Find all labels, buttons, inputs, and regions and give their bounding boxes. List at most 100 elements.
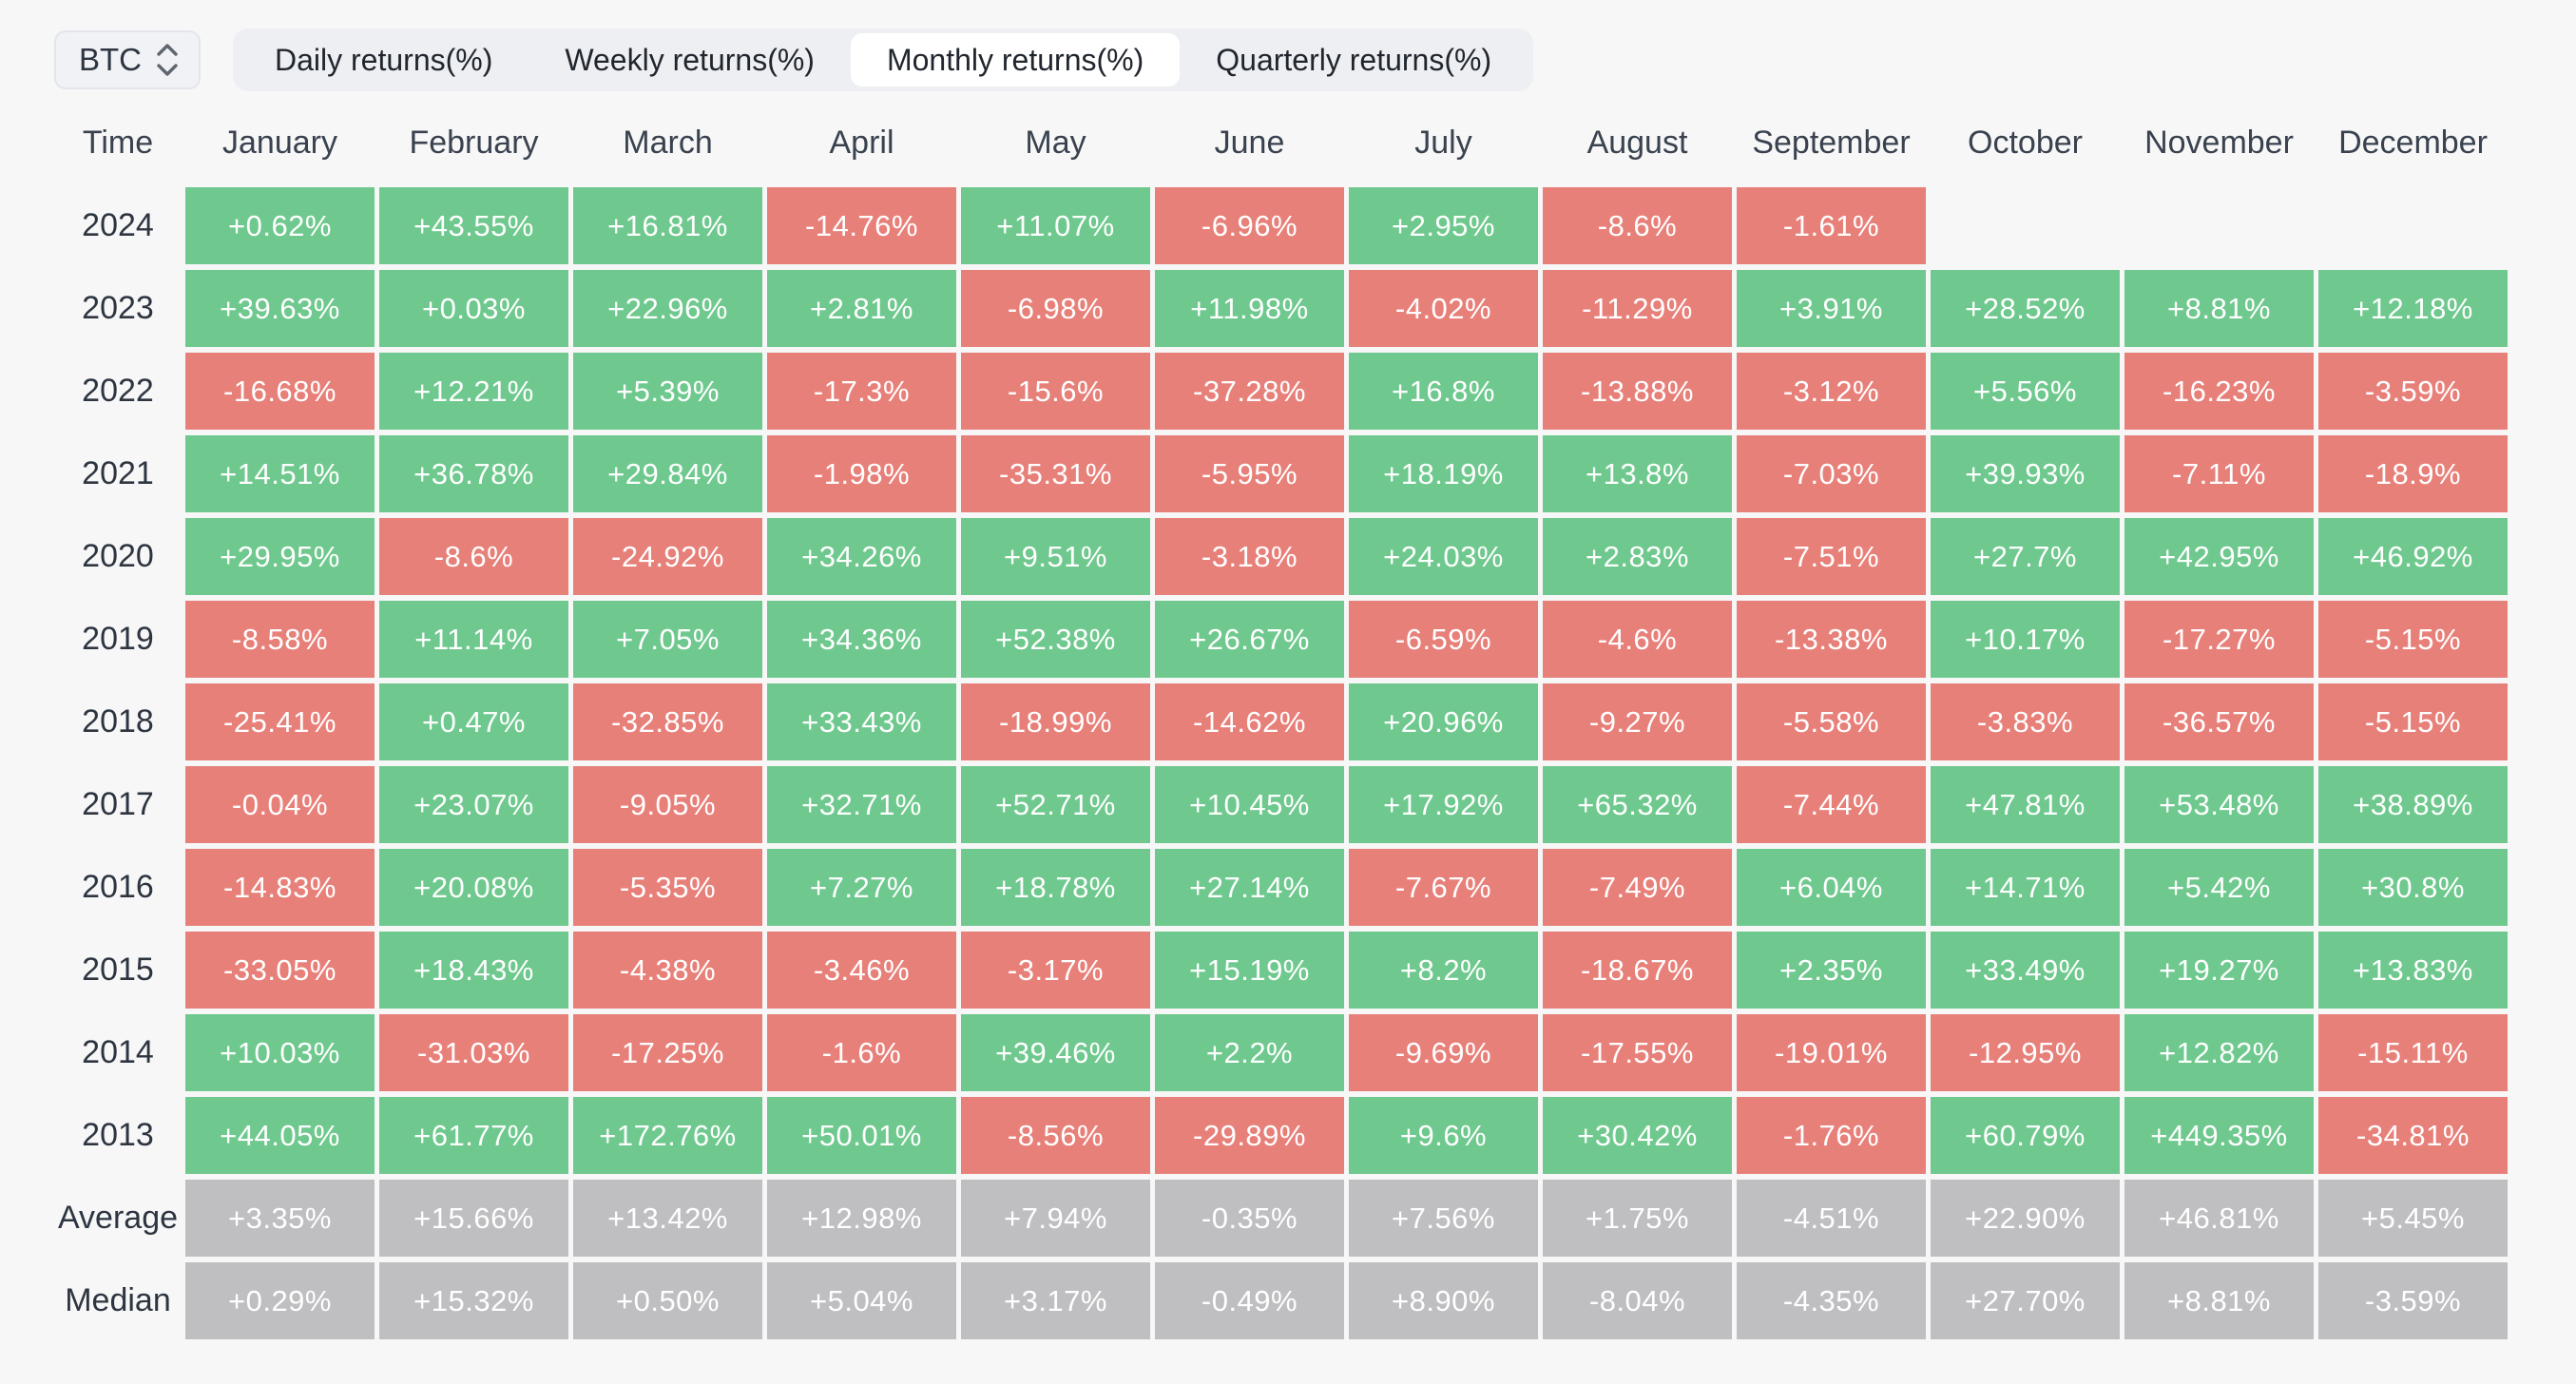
row-label-2017: 2017 xyxy=(82,786,154,822)
cell-2018-march: -32.85% xyxy=(573,683,762,760)
cell-2014-november: +12.82% xyxy=(2124,1014,2314,1091)
cell-2013-december: -34.81% xyxy=(2318,1097,2508,1174)
cell-2023-may: -6.98% xyxy=(961,270,1150,347)
cell-2014-december: -15.11% xyxy=(2318,1014,2508,1091)
cell-2020-april: +34.26% xyxy=(767,518,956,595)
cell-2015-march: -4.38% xyxy=(573,932,762,1009)
column-header-june: June xyxy=(1214,125,1285,161)
cell-2015-december: +13.83% xyxy=(2318,932,2508,1009)
cell-2023-april: +2.81% xyxy=(767,270,956,347)
column-header-august: August xyxy=(1586,125,1688,161)
cell-2021-july: +18.19% xyxy=(1349,435,1538,512)
cell-median-december: -3.59% xyxy=(2318,1262,2508,1339)
cell-2020-march: -24.92% xyxy=(573,518,762,595)
cell-2014-october: -12.95% xyxy=(1931,1014,2120,1091)
cell-2024-march: +16.81% xyxy=(573,187,762,264)
tab-monthly-returns[interactable]: Monthly returns(%) xyxy=(850,33,1181,86)
cell-2015-june: +15.19% xyxy=(1155,932,1344,1009)
cell-2021-april: -1.98% xyxy=(767,435,956,512)
cell-2014-may: +39.46% xyxy=(961,1014,1150,1091)
cell-2016-march: -5.35% xyxy=(573,849,762,926)
cell-2017-october: +47.81% xyxy=(1931,766,2120,843)
cell-median-january: +0.29% xyxy=(185,1262,375,1339)
tab-weekly-returns[interactable]: Weekly returns(%) xyxy=(529,33,851,86)
cell-2022-june: -37.28% xyxy=(1155,353,1344,430)
cell-2013-april: +50.01% xyxy=(767,1097,956,1174)
column-header-may: May xyxy=(1025,125,1086,161)
cell-2022-february: +12.21% xyxy=(379,353,568,430)
cell-2024-august: -8.6% xyxy=(1543,187,1732,264)
cell-2017-june: +10.45% xyxy=(1155,766,1344,843)
row-label-2020: 2020 xyxy=(82,538,154,574)
cell-2013-june: -29.89% xyxy=(1155,1097,1344,1174)
cell-2013-september: -1.76% xyxy=(1737,1097,1926,1174)
cell-2019-december: -5.15% xyxy=(2318,601,2508,678)
cell-2024-july: +2.95% xyxy=(1349,187,1538,264)
cell-2022-january: -16.68% xyxy=(185,353,375,430)
cell-2019-september: -13.38% xyxy=(1737,601,1926,678)
cell-2014-january: +10.03% xyxy=(185,1014,375,1091)
cell-2023-august: -11.29% xyxy=(1543,270,1732,347)
cell-2015-july: +8.2% xyxy=(1349,932,1538,1009)
cell-2021-may: -35.31% xyxy=(961,435,1150,512)
cell-2016-december: +30.8% xyxy=(2318,849,2508,926)
cell-2022-november: -16.23% xyxy=(2124,353,2314,430)
cell-2016-may: +18.78% xyxy=(961,849,1150,926)
cell-2017-april: +32.71% xyxy=(767,766,956,843)
column-header-february: February xyxy=(409,125,539,161)
monthly-returns-page: BTC Daily returns(%) Weekly returns(%) Mon… xyxy=(0,29,2576,1339)
tab-daily-returns[interactable]: Daily returns(%) xyxy=(239,33,529,86)
cell-2014-july: -9.69% xyxy=(1349,1014,1538,1091)
row-label-2024: 2024 xyxy=(82,207,154,243)
cell-2014-march: -17.25% xyxy=(573,1014,762,1091)
cell-2024-october xyxy=(1931,187,2120,264)
cell-2023-september: +3.91% xyxy=(1737,270,1926,347)
asset-selector[interactable]: BTC xyxy=(54,30,201,89)
cell-2018-november: -36.57% xyxy=(2124,683,2314,760)
row-label-median: Median xyxy=(65,1282,171,1318)
cell-2018-april: +33.43% xyxy=(767,683,956,760)
cell-2023-october: +28.52% xyxy=(1931,270,2120,347)
cell-2020-november: +42.95% xyxy=(2124,518,2314,595)
returns-table: Time January February March April May June July… xyxy=(0,105,2576,1339)
cell-2021-march: +29.84% xyxy=(573,435,762,512)
cell-2015-september: +2.35% xyxy=(1737,932,1926,1009)
row-label-2023: 2023 xyxy=(82,290,154,326)
cell-2013-february: +61.77% xyxy=(379,1097,568,1174)
cell-2018-october: -3.83% xyxy=(1931,683,2120,760)
column-header-november: November xyxy=(2144,125,2294,161)
cell-2021-june: -5.95% xyxy=(1155,435,1344,512)
cell-2014-april: -1.6% xyxy=(767,1014,956,1091)
cell-2013-march: +172.76% xyxy=(573,1097,762,1174)
cell-2023-december: +12.18% xyxy=(2318,270,2508,347)
cell-2020-january: +29.95% xyxy=(185,518,375,595)
cell-2015-april: -3.46% xyxy=(767,932,956,1009)
cell-median-october: +27.70% xyxy=(1931,1262,2120,1339)
cell-2021-november: -7.11% xyxy=(2124,435,2314,512)
cell-2016-october: +14.71% xyxy=(1931,849,2120,926)
cell-average-june: -0.35% xyxy=(1155,1180,1344,1257)
cell-2021-september: -7.03% xyxy=(1737,435,1926,512)
cell-2013-october: +60.79% xyxy=(1931,1097,2120,1174)
cell-2024-november xyxy=(2124,187,2314,264)
cell-2019-april: +34.36% xyxy=(767,601,956,678)
cell-2019-july: -6.59% xyxy=(1349,601,1538,678)
cell-2018-september: -5.58% xyxy=(1737,683,1926,760)
cell-2018-august: -9.27% xyxy=(1543,683,1732,760)
column-header-july: July xyxy=(1414,125,1472,161)
tab-quarterly-returns[interactable]: Quarterly returns(%) xyxy=(1180,33,1528,86)
cell-median-august: -8.04% xyxy=(1543,1262,1732,1339)
cell-2016-january: -14.83% xyxy=(185,849,375,926)
cell-2023-july: -4.02% xyxy=(1349,270,1538,347)
cell-median-june: -0.49% xyxy=(1155,1262,1344,1339)
cell-2021-december: -18.9% xyxy=(2318,435,2508,512)
column-header-april: April xyxy=(829,125,894,161)
cell-2020-october: +27.7% xyxy=(1931,518,2120,595)
row-label-2015: 2015 xyxy=(82,952,154,988)
cell-2023-june: +11.98% xyxy=(1155,270,1344,347)
cell-2023-march: +22.96% xyxy=(573,270,762,347)
cell-2017-may: +52.71% xyxy=(961,766,1150,843)
cell-2021-january: +14.51% xyxy=(185,435,375,512)
cell-2016-february: +20.08% xyxy=(379,849,568,926)
cell-2020-may: +9.51% xyxy=(961,518,1150,595)
